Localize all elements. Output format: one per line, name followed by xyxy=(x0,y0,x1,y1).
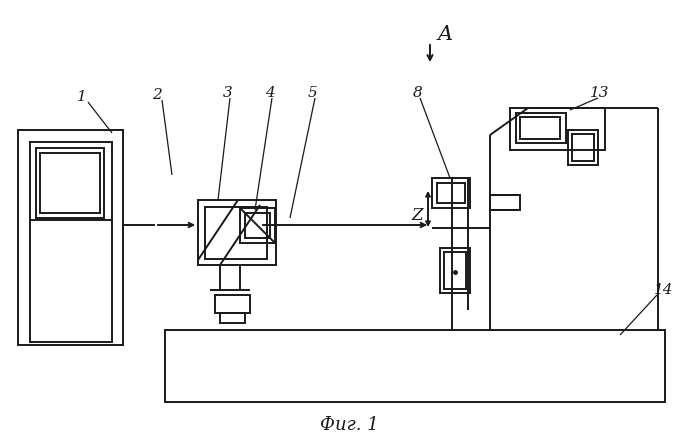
Text: Z: Z xyxy=(411,206,423,223)
Text: 13: 13 xyxy=(590,86,610,100)
Bar xyxy=(240,208,275,243)
Bar xyxy=(572,134,594,161)
Bar xyxy=(516,113,566,143)
Bar xyxy=(432,178,470,208)
Bar xyxy=(510,108,605,150)
Text: 5: 5 xyxy=(308,86,318,100)
Bar xyxy=(520,117,560,139)
Bar xyxy=(36,148,104,218)
Text: 8: 8 xyxy=(413,86,423,100)
Bar xyxy=(40,153,100,213)
Bar xyxy=(220,313,245,323)
Bar xyxy=(444,252,466,289)
Text: 14: 14 xyxy=(654,283,674,297)
Text: A: A xyxy=(438,25,452,44)
Bar xyxy=(245,213,270,238)
Bar xyxy=(215,295,250,313)
Bar xyxy=(568,130,598,165)
Bar xyxy=(18,130,123,345)
Text: 1: 1 xyxy=(77,90,87,104)
Bar xyxy=(490,195,520,210)
Bar xyxy=(198,200,276,265)
Bar xyxy=(437,183,465,203)
Text: 3: 3 xyxy=(223,86,233,100)
Text: 4: 4 xyxy=(265,86,275,100)
Text: 2: 2 xyxy=(152,88,162,102)
Text: Фиг. 1: Фиг. 1 xyxy=(319,416,378,434)
Bar xyxy=(205,207,267,259)
Bar xyxy=(165,330,665,402)
Bar xyxy=(30,142,112,342)
Bar xyxy=(440,248,470,293)
